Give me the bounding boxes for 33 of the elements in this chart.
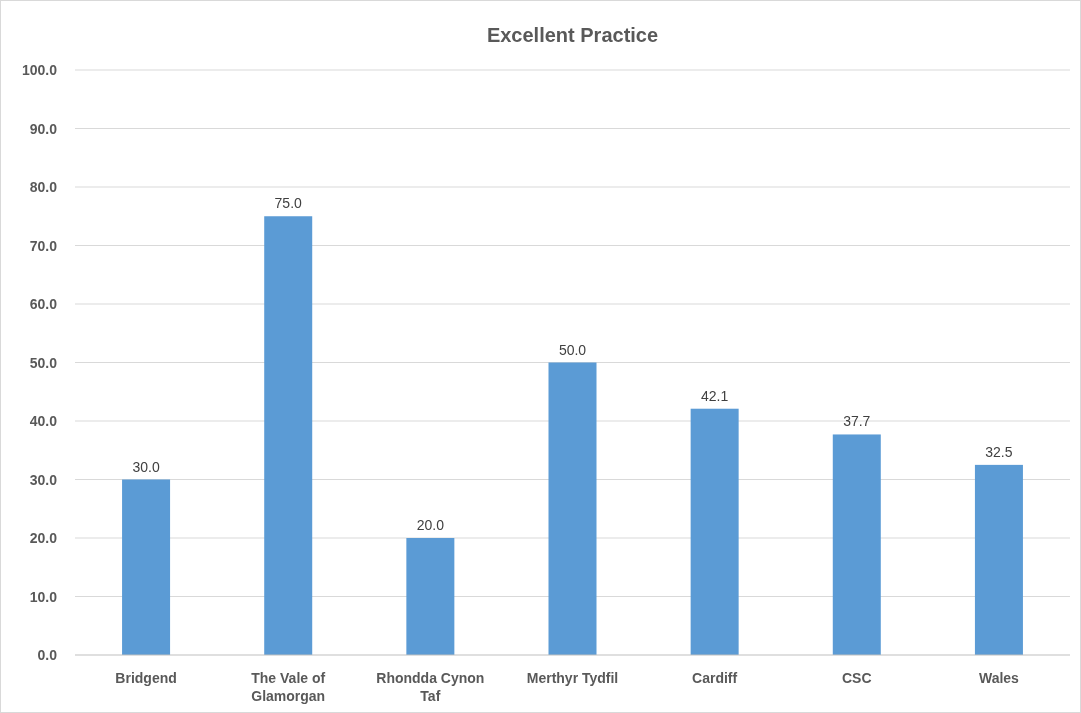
x-tick-label: Rhondda Cynon Taf [376, 670, 485, 704]
y-tick-label: 50.0 [29, 354, 58, 371]
bar [122, 479, 171, 655]
data-label: 37.7 [843, 413, 871, 430]
y-tick-label: 80.0 [29, 179, 58, 195]
bar [406, 538, 455, 655]
data-label: 50.0 [558, 341, 587, 358]
y-tick-label: 20.0 [29, 530, 58, 546]
data-label: 20.0 [416, 517, 445, 533]
data-label: 42.1 [701, 387, 729, 404]
y-tick-label: 10.0 [29, 588, 58, 605]
y-tick-label: 100.0 [21, 62, 58, 78]
bar [690, 408, 739, 655]
x-tick-label: Wales [978, 670, 1020, 686]
data-label: 75.0 [274, 195, 303, 212]
bar [264, 216, 313, 655]
x-tick-label: Cardiff [692, 670, 738, 686]
chart-title: Excellent Practice [486, 24, 659, 46]
data-label: 32.5 [985, 443, 1013, 460]
x-tick-label: Merthyr Tydfil [526, 670, 619, 686]
y-tick-label: 60.0 [29, 296, 58, 312]
data-label: 30.0 [132, 458, 160, 475]
bar [832, 434, 881, 655]
x-tick-label: CSC [842, 670, 872, 686]
bar [548, 362, 597, 655]
y-tick-label: 40.0 [29, 413, 58, 429]
y-tick-label: 30.0 [29, 471, 58, 488]
y-tick-label: 0.0 [37, 647, 58, 663]
x-tick-label: The Vale of Glamorgan [251, 670, 326, 704]
y-tick-label: 90.0 [29, 120, 58, 137]
x-tick-label: Bridgend [115, 670, 177, 686]
y-tick-label: 70.0 [29, 237, 58, 254]
bar [974, 464, 1023, 655]
